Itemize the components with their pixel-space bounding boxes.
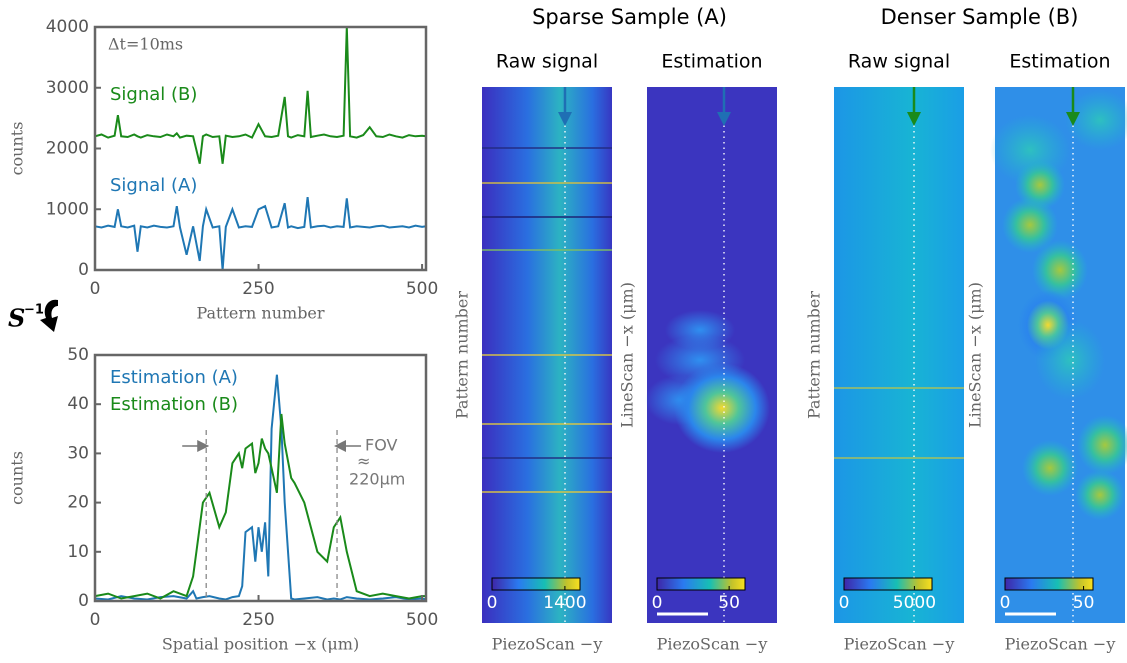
y-tick-label: 2000 <box>46 139 89 159</box>
y-axis-label: Pattern number <box>453 291 472 419</box>
colorbar-tick-label: 0 <box>839 593 850 613</box>
panel-title: Raw signal <box>496 51 598 73</box>
legend-label: Signal (B) <box>110 84 197 105</box>
x-axis-label: Pattern number <box>196 304 324 323</box>
colorbar-tick-label: 0 <box>652 593 663 613</box>
x-tick-label: 250 <box>242 610 274 630</box>
y-axis-label: counts <box>8 122 27 176</box>
x-tick-label: 0 <box>90 279 101 299</box>
y-axis-label: LineScan −x (μm) <box>966 282 985 428</box>
heatmaps <box>40 87 1127 623</box>
section-title: Sparse Sample (A) <box>532 5 727 29</box>
annotation: Δt=10ms <box>108 35 183 54</box>
x-axis-label: PiezoScan −y <box>1005 635 1116 654</box>
colorbar <box>1004 577 1094 591</box>
operator-sup: −1 <box>24 303 44 318</box>
series-line <box>94 196 427 271</box>
y-axis-label: LineScan −x (μm) <box>618 282 637 428</box>
x-tick-label: 500 <box>406 279 438 299</box>
x-tick-label: 500 <box>406 610 438 630</box>
y-tick-label: 3000 <box>46 78 89 98</box>
y-tick-label: 20 <box>67 493 89 513</box>
x-axis-label: PiezoScan −y <box>844 635 955 654</box>
colorbar-tick-label: 1400 <box>543 593 586 613</box>
fov-label: ≈ <box>357 452 370 471</box>
colorbar <box>491 577 581 591</box>
operator: S <box>8 304 25 333</box>
series-line <box>94 413 426 600</box>
plot-frame <box>93 353 428 603</box>
fov-label: 220μm <box>349 470 405 489</box>
y-axis-label: counts <box>8 451 27 505</box>
colorbar <box>656 577 746 591</box>
x-axis-label: PiezoScan −y <box>492 635 603 654</box>
colorbar-tick-label: 50 <box>718 593 740 613</box>
legend-label: Signal (A) <box>110 175 197 196</box>
y-tick-label: 40 <box>67 394 89 414</box>
colorbar-tick-label: 0 <box>487 593 498 613</box>
y-tick-label: 0 <box>78 591 89 611</box>
x-tick-label: 250 <box>242 279 274 299</box>
y-tick-label: 0 <box>78 260 89 280</box>
x-tick-label: 0 <box>90 610 101 630</box>
y-tick-label: 30 <box>67 443 89 463</box>
y-tick-label: 4000 <box>46 17 89 37</box>
legend-label: Estimation (A) <box>110 367 238 388</box>
section-title: Denser Sample (B) <box>881 5 1079 29</box>
colorbar-tick-label: 50 <box>1073 593 1095 613</box>
y-tick-label: 50 <box>67 345 89 365</box>
plot-frame <box>93 25 428 272</box>
panel-title: Estimation <box>1009 51 1110 73</box>
colorbar-tick-label: 5000 <box>893 593 936 613</box>
series-line <box>94 26 427 164</box>
y-axis-label: Pattern number <box>805 291 824 419</box>
series-line <box>94 374 427 601</box>
x-axis-label: Spatial position −x (μm) <box>162 635 359 654</box>
panel-title: Estimation <box>661 51 762 73</box>
panel-title: Raw signal <box>848 51 950 73</box>
legend-label: Estimation (B) <box>110 394 238 415</box>
colorbar-tick-label: 0 <box>1000 593 1011 613</box>
x-axis-label: PiezoScan −y <box>657 635 768 654</box>
y-tick-label: 10 <box>67 542 89 562</box>
colorbar <box>843 577 933 591</box>
fov-label: FOV <box>365 436 398 455</box>
y-tick-label: 1000 <box>46 199 89 219</box>
